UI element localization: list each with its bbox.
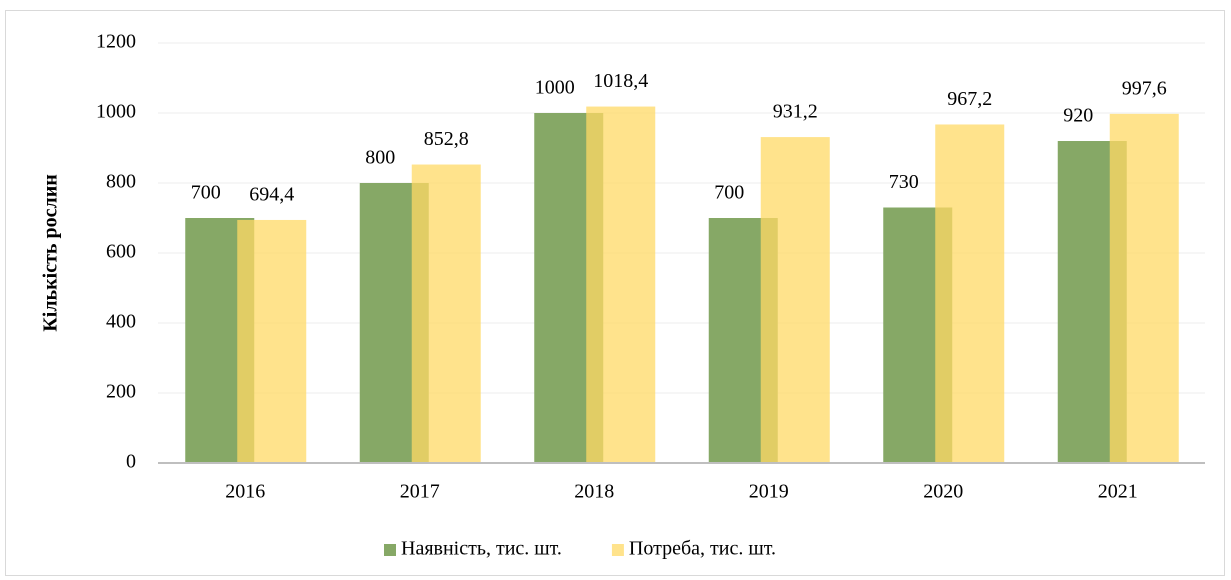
data-label: 852,8 <box>424 128 469 150</box>
y-tick-label: 1000 <box>96 101 136 123</box>
bar <box>1109 113 1179 463</box>
data-label: 920 <box>1063 105 1093 127</box>
y-tick-label: 600 <box>106 241 136 263</box>
x-tick-label: 2019 <box>749 481 789 503</box>
y-tick-label: 200 <box>106 381 136 403</box>
y-tick-label: 400 <box>106 311 136 333</box>
data-label: 700 <box>191 182 221 204</box>
bar <box>935 124 1005 463</box>
legend-label: Наявність, тис. шт. <box>401 538 562 560</box>
y-axis-label: Кількість рослин <box>40 174 62 331</box>
legend-swatch <box>384 544 396 556</box>
y-tick-label: 1200 <box>96 31 136 53</box>
legend-swatch <box>611 544 624 556</box>
data-label: 700 <box>714 182 744 204</box>
x-tick-label: 2017 <box>400 481 440 503</box>
y-tick-label: 0 <box>126 451 136 473</box>
bar <box>760 137 830 463</box>
data-label: 1000 <box>535 77 575 99</box>
data-label: 1018,4 <box>593 70 648 92</box>
x-tick-label: 2021 <box>1098 481 1138 503</box>
bar <box>586 106 656 463</box>
bar <box>411 164 481 463</box>
x-tick-label: 2018 <box>574 481 614 503</box>
y-tick-label: 800 <box>106 171 136 193</box>
data-label: 931,2 <box>773 101 818 123</box>
data-label: 967,2 <box>947 88 992 110</box>
x-tick-label: 2020 <box>923 481 963 503</box>
data-label: 800 <box>365 147 395 169</box>
x-tick-label: 2016 <box>225 481 265 503</box>
data-label: 997,6 <box>1122 77 1167 99</box>
legend-label: Потреба, тис. шт. <box>629 538 776 560</box>
data-label: 730 <box>889 171 919 193</box>
data-label: 694,4 <box>249 184 294 206</box>
bar <box>237 219 307 463</box>
